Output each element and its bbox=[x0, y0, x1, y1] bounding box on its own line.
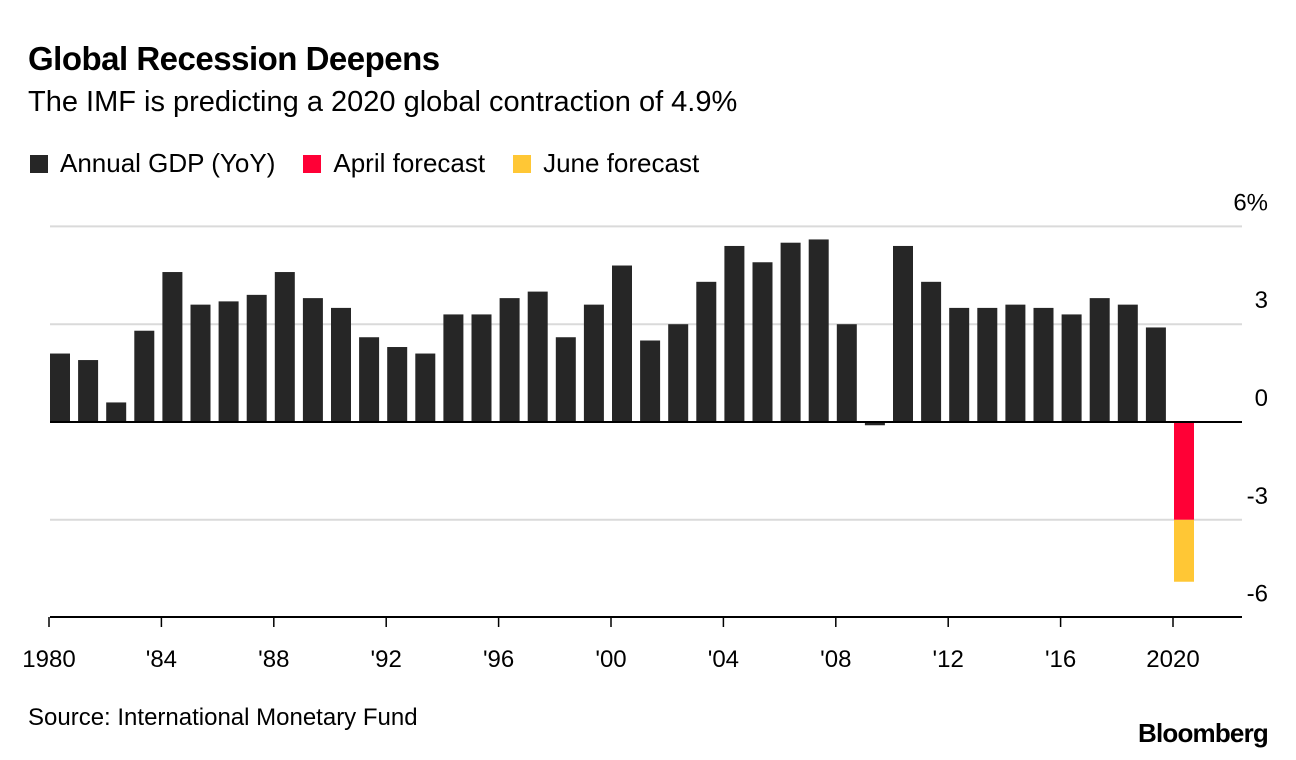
bloomberg-logo: Bloomberg bbox=[1137, 718, 1269, 748]
bar-2017 bbox=[1089, 298, 1110, 422]
x-tick-label: '84 bbox=[146, 646, 177, 673]
bar-1983 bbox=[134, 330, 155, 422]
bar-2003 bbox=[696, 281, 717, 422]
bar-2004 bbox=[724, 245, 745, 422]
bar-2000 bbox=[612, 265, 632, 422]
x-tick-label: '92 bbox=[371, 646, 402, 673]
legend: Annual GDP (YoY) April forecast June for… bbox=[30, 148, 727, 179]
x-tick-label: '04 bbox=[708, 646, 739, 673]
legend-swatch-april-forecast bbox=[303, 154, 322, 173]
y-tick-label: 0 bbox=[1255, 385, 1268, 412]
bar-1993 bbox=[415, 353, 436, 422]
bar-2013 bbox=[977, 307, 998, 422]
bar-2014 bbox=[1005, 304, 1026, 422]
bar-1992 bbox=[387, 347, 408, 422]
bar-1981 bbox=[78, 360, 99, 422]
bar-1986 bbox=[218, 301, 239, 422]
bar-2008 bbox=[836, 324, 857, 422]
bar-2016 bbox=[1061, 314, 1082, 422]
bar-2019 bbox=[1145, 327, 1166, 422]
legend-label-june-forecast: June forecast bbox=[543, 148, 700, 178]
bar-2001 bbox=[640, 340, 661, 422]
bar-2011 bbox=[921, 281, 942, 422]
x-tick-label: 2020 bbox=[1146, 646, 1199, 673]
bar-2020-april-forecast bbox=[1174, 422, 1194, 520]
legend-item-annual-gdp: Annual GDP (YoY) bbox=[30, 148, 275, 179]
bar-1990 bbox=[331, 307, 351, 422]
legend-label-annual-gdp: Annual GDP (YoY) bbox=[60, 148, 276, 178]
bar-1998 bbox=[555, 337, 576, 422]
bar-1982 bbox=[106, 402, 127, 422]
bar-1995 bbox=[471, 314, 492, 422]
bar-2009 bbox=[864, 422, 885, 426]
bar-1988 bbox=[274, 272, 295, 422]
x-tick-label: '12 bbox=[933, 646, 964, 673]
y-tick-label: 3 bbox=[1255, 287, 1268, 314]
bar-1980 bbox=[50, 353, 70, 422]
legend-label-april-forecast: April forecast bbox=[333, 148, 486, 178]
chart-subtitle: The IMF is predicting a 2020 global cont… bbox=[28, 86, 738, 118]
source-note: Source: International Monetary Fund bbox=[28, 704, 418, 731]
x-tick-label: 1980 bbox=[22, 646, 75, 673]
legend-item-april-forecast: April forecast bbox=[303, 148, 485, 179]
y-tick-label: -3 bbox=[1247, 483, 1268, 510]
legend-item-june-forecast: June forecast bbox=[513, 148, 699, 179]
chart-title: Global Recession Deepens bbox=[28, 40, 440, 77]
bar-2010 bbox=[893, 245, 913, 422]
legend-swatch-june-forecast bbox=[513, 154, 532, 173]
bar-2006 bbox=[780, 242, 801, 422]
legend-swatch-annual-gdp bbox=[30, 154, 48, 173]
bar-1987 bbox=[246, 294, 267, 422]
bar-1994 bbox=[443, 314, 464, 422]
x-tick-label: '88 bbox=[258, 646, 289, 673]
bar-2018 bbox=[1117, 304, 1138, 422]
bar-1985 bbox=[190, 304, 211, 422]
x-tick-label: '96 bbox=[483, 646, 514, 673]
x-tick-label: '00 bbox=[595, 646, 626, 673]
bar-2007 bbox=[808, 239, 829, 422]
bar-1997 bbox=[527, 291, 548, 422]
x-tick-label: '16 bbox=[1045, 646, 1076, 673]
bar-2005 bbox=[752, 262, 773, 422]
bar-1984 bbox=[162, 272, 183, 422]
bar-2002 bbox=[668, 324, 689, 422]
bar-1991 bbox=[359, 337, 380, 422]
y-tick-label: 6% bbox=[1233, 189, 1268, 216]
bar-1996 bbox=[499, 298, 520, 422]
x-tick-label: '08 bbox=[820, 646, 851, 673]
bar-2012 bbox=[949, 307, 970, 422]
bar-2015 bbox=[1033, 307, 1054, 422]
y-tick-label: -6 bbox=[1247, 581, 1268, 608]
bar-1999 bbox=[583, 304, 604, 422]
bar-1989 bbox=[302, 298, 323, 422]
bar-2020-june-forecast bbox=[1174, 519, 1194, 582]
